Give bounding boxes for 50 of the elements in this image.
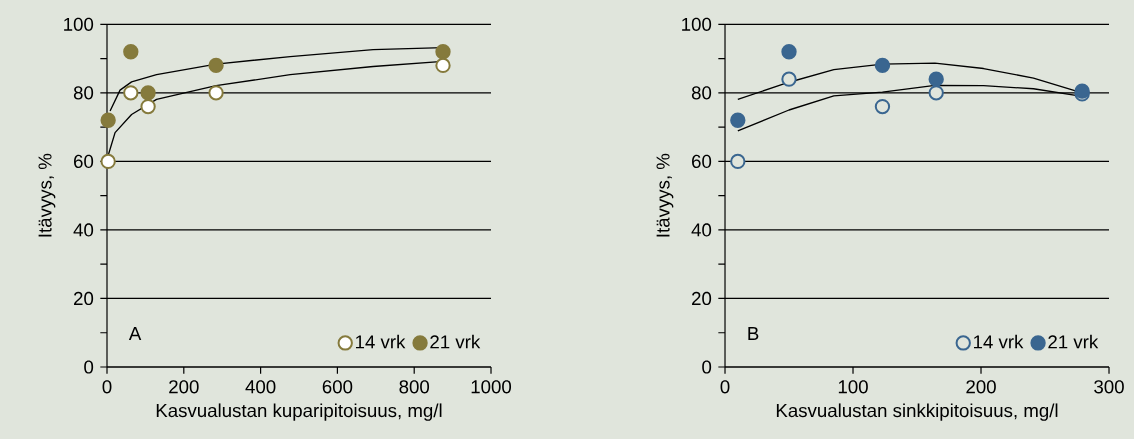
y-tick-label: 80 — [691, 86, 712, 100]
point — [208, 57, 224, 74]
point — [730, 112, 746, 128]
point — [140, 85, 156, 101]
y-tick-label: 0 — [702, 360, 712, 374]
x-tick-label: 0 — [102, 380, 112, 394]
point — [435, 44, 451, 60]
y-tick-label: 20 — [74, 291, 94, 306]
legend-label: 21 vrk — [430, 334, 481, 349]
y-tick-label: 40 — [691, 223, 712, 237]
point — [730, 153, 746, 170]
legend-label: 21 vrk — [1048, 334, 1099, 349]
x-axis-title: Kasvualustan sinkkipitoisuus, mg/l — [776, 403, 1058, 421]
point — [781, 71, 797, 87]
legend-label: 14 vrk — [355, 334, 406, 349]
point — [874, 57, 891, 74]
legend-label: 14 vrk — [974, 334, 1024, 349]
point — [781, 44, 797, 60]
x-tick-label: 800 — [399, 380, 430, 394]
point — [874, 98, 891, 115]
y-tick-label: 80 — [73, 86, 94, 100]
x-axis-title: Kasvualustan kuparipitoisuus, mg/l — [156, 403, 442, 421]
point — [435, 57, 451, 74]
x-tick-label: 600 — [322, 380, 353, 394]
x-tick-label: 1000 — [471, 380, 512, 394]
y-axis-title: Itävyys, % — [38, 153, 56, 237]
y-tick-label: 100 — [64, 17, 94, 31]
y-tick-label: 20 — [692, 291, 712, 306]
y-tick-label: 60 — [74, 154, 94, 169]
point — [928, 85, 944, 101]
x-tick-label: 100 — [838, 380, 868, 394]
point — [928, 71, 944, 87]
y-tick-label: 40 — [73, 223, 94, 237]
x-tick-label: 0 — [720, 380, 730, 394]
x-tick-label: 300 — [1094, 380, 1124, 394]
point — [123, 85, 139, 101]
y-tick-label: 100 — [682, 17, 712, 31]
x-tick-label: 400 — [245, 380, 276, 394]
point — [123, 44, 139, 60]
point — [208, 85, 224, 101]
annotation: A — [128, 327, 142, 340]
x-tick-label: 200 — [966, 380, 996, 394]
y-axis-title: Itävyys, % — [656, 153, 674, 237]
point — [140, 98, 156, 115]
point — [100, 153, 116, 170]
y-tick-label: 60 — [692, 154, 712, 169]
point — [100, 112, 116, 128]
y-tick-label: 0 — [84, 360, 94, 374]
x-tick-label: 200 — [169, 380, 199, 394]
annotation: B — [748, 327, 759, 340]
